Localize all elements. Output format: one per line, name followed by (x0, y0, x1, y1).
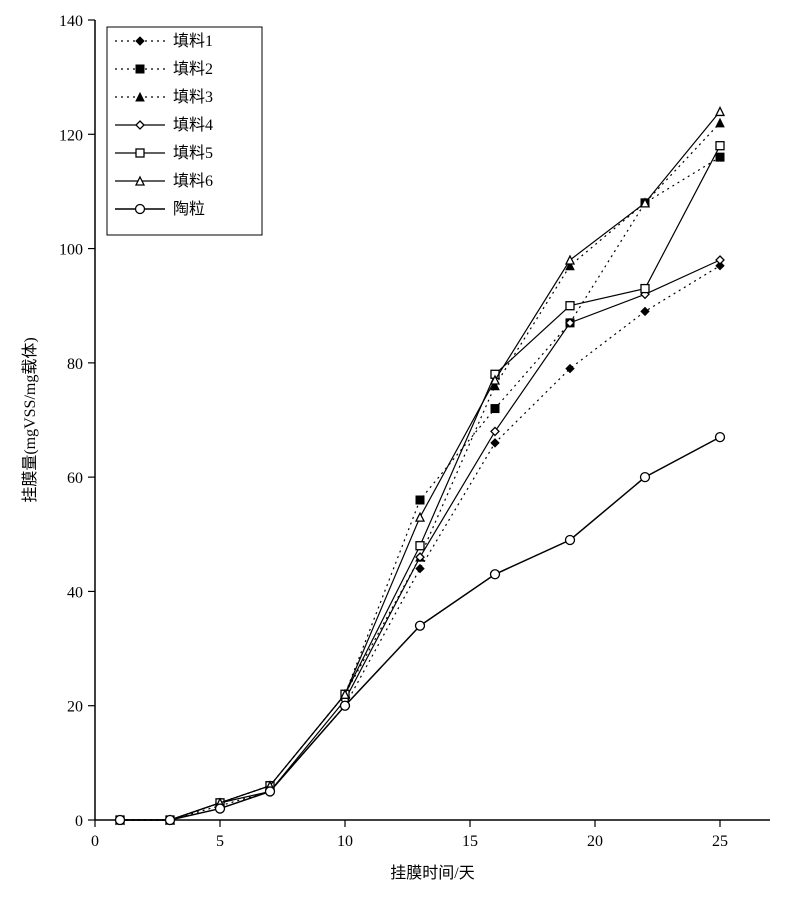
svg-text:80: 80 (67, 356, 83, 373)
svg-text:15: 15 (462, 833, 478, 850)
svg-text:填料4: 填料4 (173, 116, 213, 134)
svg-text:120: 120 (59, 127, 83, 144)
series-s2 (116, 153, 724, 824)
svg-text:25: 25 (712, 833, 728, 850)
svg-text:填料2: 填料2 (173, 60, 213, 78)
series-s7 (116, 433, 725, 825)
svg-text:挂膜时间/天: 挂膜时间/天 (390, 864, 474, 882)
svg-text:10: 10 (337, 833, 353, 850)
line-chart: 0 5 10 15 20 25 挂膜时间/天 0 20 40 60 80 100 120 140 挂膜量(mg… (0, 0, 800, 900)
svg-text:填料5: 填料5 (173, 144, 213, 162)
svg-text:40: 40 (67, 584, 83, 601)
svg-text:20: 20 (587, 833, 603, 850)
svg-text:挂膜量(mgVSS/mg载体): 挂膜量(mgVSS/mg载体) (21, 337, 39, 502)
svg-text:填料6: 填料6 (173, 172, 213, 190)
chart-container: 0 5 10 15 20 25 挂膜时间/天 0 20 40 60 80 100 120 140 挂膜量(mg… (0, 0, 800, 900)
svg-text:60: 60 (67, 470, 83, 487)
svg-text:0: 0 (75, 813, 83, 830)
svg-text:陶粒: 陶粒 (173, 200, 205, 218)
series-s5 (116, 142, 724, 824)
svg-text:100: 100 (59, 242, 83, 259)
svg-text:填料1: 填料1 (173, 32, 213, 50)
svg-text:5: 5 (216, 833, 224, 850)
series-s4 (116, 256, 724, 824)
legend: 填料1 填料2 填料3 填料4 填料5 填料6 陶粒 (107, 27, 262, 235)
svg-text:填料3: 填料3 (173, 88, 213, 106)
svg-text:0: 0 (91, 833, 99, 850)
svg-text:140: 140 (59, 13, 83, 30)
svg-text:20: 20 (67, 699, 83, 716)
